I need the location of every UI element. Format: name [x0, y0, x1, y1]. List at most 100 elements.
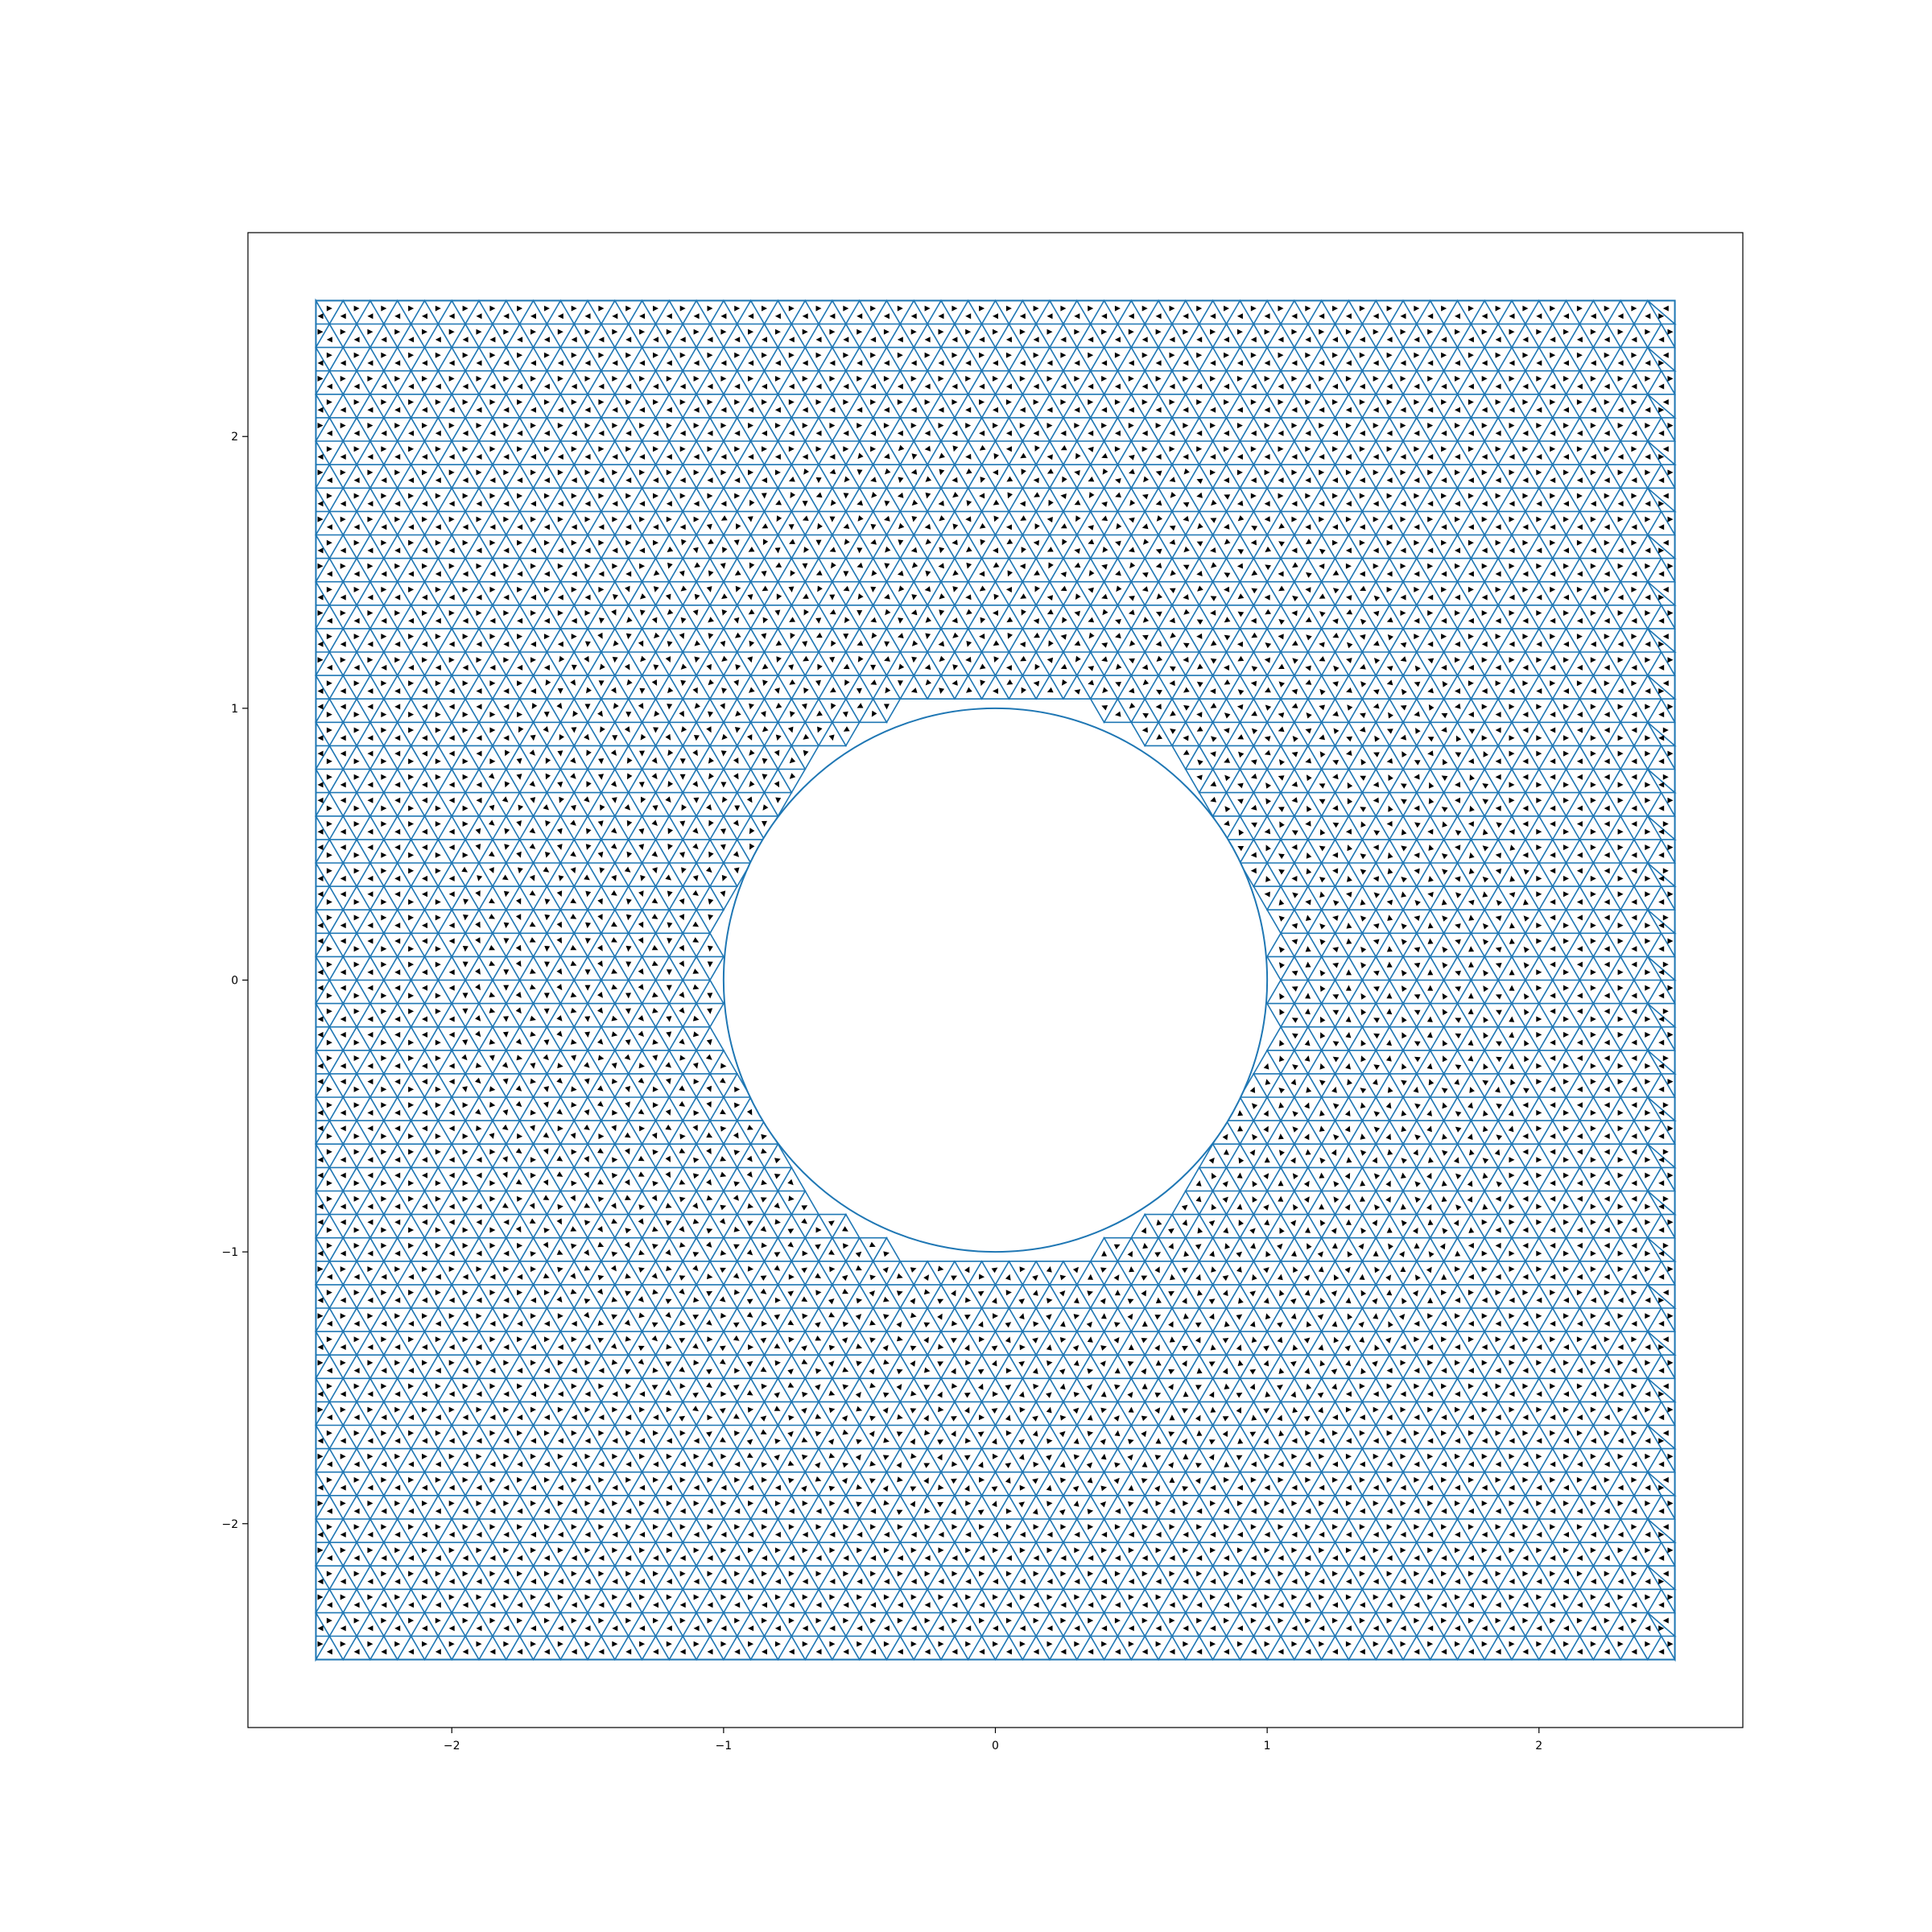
quiver-arrow: [1455, 1266, 1460, 1272]
quiver-arrow: [1212, 1172, 1217, 1179]
quiver-arrow: [843, 634, 849, 640]
quiver-arrow: [1344, 1266, 1351, 1274]
quiver-arrow: [612, 563, 618, 569]
quiver-arrow: [1224, 494, 1231, 500]
quiver-arrow: [1291, 986, 1298, 992]
quiver-arrow: [340, 1438, 346, 1444]
quiver-arrow: [475, 1108, 481, 1115]
quiver-arrow: [1441, 1320, 1447, 1327]
quiver-arrow: [748, 1484, 754, 1491]
quiver-arrow: [979, 634, 985, 639]
quiver-arrow: [353, 1336, 360, 1343]
quiver-arrow: [979, 1414, 985, 1421]
quiver-arrow: [1483, 1017, 1488, 1023]
quiver-arrow: [1631, 868, 1637, 874]
quiver-arrow: [1277, 1274, 1283, 1281]
quiver-arrow: [543, 1320, 550, 1327]
quiver-arrow: [1237, 655, 1245, 662]
quiver-arrow: [1005, 1477, 1011, 1484]
quiver-arrow: [1373, 1484, 1379, 1491]
quiver-arrow: [394, 516, 401, 522]
quiver-arrow: [801, 1359, 808, 1364]
quiver-arrow: [1645, 423, 1651, 429]
quiver-arrow: [925, 570, 931, 577]
quiver-arrow: [1196, 663, 1203, 670]
quiver-arrow: [952, 617, 958, 624]
quiver-arrow: [651, 914, 658, 919]
quiver-arrow: [679, 477, 686, 484]
quiver-arrow: [1034, 492, 1040, 497]
quiver-arrow: [1617, 1109, 1624, 1116]
quiver-arrow: [353, 664, 360, 671]
quiver-arrow: [556, 1077, 563, 1084]
quiver-arrow: [1604, 1290, 1610, 1296]
quiver-arrow: [394, 1266, 401, 1272]
quiver-arrow: [515, 1007, 522, 1014]
quiver-arrow: [1455, 469, 1460, 476]
quiver-arrow: [1319, 611, 1326, 617]
quiver-arrow: [1662, 1242, 1669, 1249]
quiver-arrow: [1360, 807, 1367, 812]
quiver-arrow: [1236, 328, 1243, 335]
quiver-arrow: [1332, 539, 1338, 546]
quiver-arrow: [1481, 407, 1488, 413]
quiver-arrow: [1331, 1383, 1337, 1390]
quiver-arrow: [734, 1430, 741, 1436]
quiver-arrow: [1536, 1297, 1542, 1303]
quiver-arrow: [965, 1579, 972, 1585]
quiver-arrow: [1060, 1524, 1067, 1530]
quiver-arrow: [720, 1547, 727, 1554]
quiver-arrow: [870, 352, 877, 358]
quiver-arrow: [1374, 1266, 1380, 1274]
quiver-arrow: [1237, 593, 1245, 600]
quiver-arrow: [1114, 1524, 1121, 1530]
quiver-arrow: [789, 757, 796, 764]
quiver-arrow: [679, 710, 684, 717]
quiver-arrow: [761, 571, 767, 577]
quiver-arrow: [1414, 1383, 1420, 1389]
quiver-arrow: [923, 1477, 929, 1484]
quiver-arrow: [1360, 664, 1366, 670]
quiver-arrow: [326, 1195, 332, 1202]
quiver-arrow: [422, 1453, 427, 1459]
quiver-arrow: [1359, 399, 1365, 405]
quiver-arrow: [1373, 328, 1379, 335]
quiver-arrow: [1319, 970, 1326, 976]
quiver-arrow: [666, 969, 672, 976]
quiver-arrow: [435, 524, 441, 530]
quiver-arrow: [760, 1226, 767, 1232]
quiver-arrow: [1305, 946, 1311, 952]
quiver-arrow: [1345, 1391, 1352, 1397]
quiver-arrow: [1113, 1337, 1120, 1344]
quiver-arrow: [679, 570, 685, 577]
quiver-arrow: [774, 609, 781, 616]
quiver-arrow: [1590, 610, 1596, 616]
quiver-arrow: [1563, 750, 1569, 757]
quiver-arrow: [394, 1594, 401, 1600]
quiver-arrow: [1522, 524, 1529, 530]
quiver-arrow: [1236, 1314, 1243, 1320]
quiver-arrow: [476, 1501, 482, 1506]
quiver-arrow: [653, 1602, 658, 1608]
quiver-arrow: [1645, 844, 1651, 851]
quiver-arrow: [408, 821, 415, 827]
quiver-arrow: [317, 547, 324, 554]
quiver-arrow: [708, 773, 714, 780]
quiver-arrow: [1645, 1501, 1651, 1506]
quiver-arrow: [1576, 1571, 1583, 1577]
quiver-arrow: [476, 750, 482, 757]
quiver-arrow: [1441, 1430, 1447, 1436]
quiver-arrow: [1563, 1313, 1569, 1319]
quiver-arrow: [1319, 688, 1326, 696]
quiver-arrow: [394, 1391, 401, 1397]
quiver-arrow: [1604, 946, 1610, 952]
quiver-arrow: [353, 1290, 360, 1296]
quiver-arrow: [326, 477, 332, 484]
quiver-arrow: [1645, 688, 1651, 694]
quiver-arrow: [787, 1430, 794, 1438]
quiver-arrow: [1658, 617, 1665, 624]
quiver-arrow: [1345, 1501, 1352, 1506]
quiver-arrow: [992, 1501, 997, 1508]
quiver-arrow: [353, 571, 360, 577]
quiver-arrow: [353, 712, 360, 718]
